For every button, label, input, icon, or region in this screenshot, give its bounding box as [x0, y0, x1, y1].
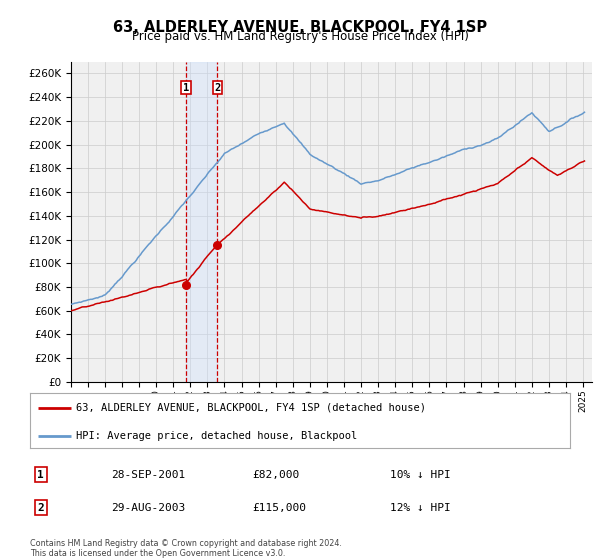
Text: Price paid vs. HM Land Registry's House Price Index (HPI): Price paid vs. HM Land Registry's House … — [131, 30, 469, 43]
Text: 10% ↓ HPI: 10% ↓ HPI — [390, 470, 451, 480]
Text: 2: 2 — [214, 83, 220, 93]
Text: £115,000: £115,000 — [252, 503, 306, 513]
Text: £82,000: £82,000 — [252, 470, 299, 480]
Text: 1: 1 — [183, 83, 189, 93]
Text: 63, ALDERLEY AVENUE, BLACKPOOL, FY4 1SP: 63, ALDERLEY AVENUE, BLACKPOOL, FY4 1SP — [113, 20, 487, 35]
Text: 12% ↓ HPI: 12% ↓ HPI — [390, 503, 451, 513]
Bar — [186, 62, 217, 382]
Text: 1: 1 — [37, 470, 44, 480]
Text: 28-SEP-2001: 28-SEP-2001 — [111, 470, 185, 480]
Text: 29-AUG-2003: 29-AUG-2003 — [111, 503, 185, 513]
Text: HPI: Average price, detached house, Blackpool: HPI: Average price, detached house, Blac… — [76, 431, 357, 441]
Text: 63, ALDERLEY AVENUE, BLACKPOOL, FY4 1SP (detached house): 63, ALDERLEY AVENUE, BLACKPOOL, FY4 1SP … — [76, 403, 426, 413]
Text: Contains HM Land Registry data © Crown copyright and database right 2024.
This d: Contains HM Land Registry data © Crown c… — [30, 539, 342, 558]
Text: 2: 2 — [37, 503, 44, 513]
